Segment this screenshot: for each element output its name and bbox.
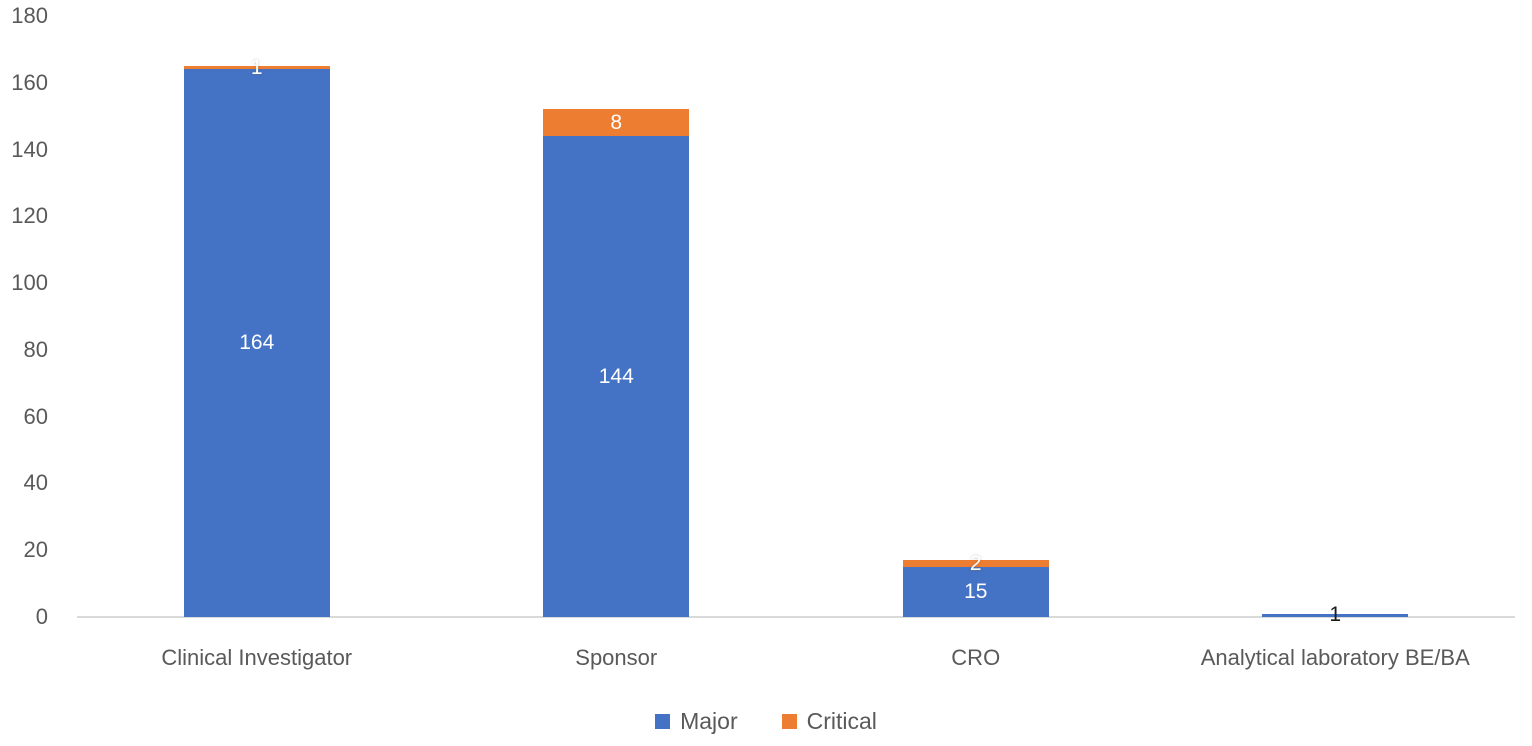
legend-item-critical: Critical [781,708,877,735]
y-tick-label: 80 [23,336,48,362]
y-tick-label: 20 [23,537,48,563]
x-category-label: Analytical laboratory BE/BA [1200,645,1470,670]
legend-label: Major [680,708,738,734]
bar-segment-major [543,136,690,617]
y-tick-label: 40 [23,470,48,496]
y-tick-label: 60 [23,403,48,429]
legend-label: Critical [806,708,877,734]
legend: Major Critical [0,708,1532,735]
y-tick-label: 180 [11,3,48,28]
bar-segment-major [183,69,330,617]
legend-item-major: Major [655,708,738,735]
y-tick-label: 140 [11,136,48,162]
legend-swatch-major [655,714,671,729]
y-tick-label: 120 [11,203,48,229]
bar-segment-critical [183,66,330,70]
x-category-label: Sponsor [575,645,658,670]
y-tick-label: 0 [35,604,48,629]
legend-swatch-critical [781,714,797,729]
x-axis-line [77,616,1515,618]
y-tick-label: 100 [11,270,48,296]
bar-segment-critical [902,560,1049,567]
x-category-label: Clinical Investigator [161,645,353,670]
bar-segment-major [1262,613,1409,617]
y-tick-label: 160 [11,69,48,95]
x-category-label: CRO [951,645,1001,670]
bar-segment-major [902,566,1049,617]
bar-segment-critical [543,109,690,137]
